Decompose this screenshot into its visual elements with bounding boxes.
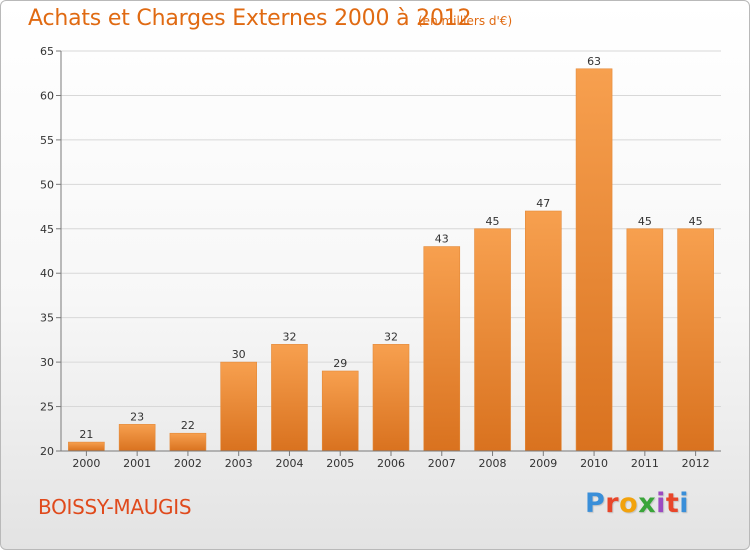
x-tick-label: 2000 xyxy=(72,457,100,470)
x-tick-label: 2004 xyxy=(275,457,303,470)
bar xyxy=(677,228,714,452)
brand-letter: x xyxy=(638,488,657,519)
data-label: 22 xyxy=(181,419,195,432)
bar xyxy=(474,228,511,452)
x-tick-label: 2001 xyxy=(123,457,151,470)
x-tick-label: 2003 xyxy=(225,457,253,470)
data-label: 32 xyxy=(282,330,296,343)
data-label: 43 xyxy=(435,233,449,246)
data-label: 23 xyxy=(130,410,144,423)
bar xyxy=(321,370,359,452)
x-tick-label: 2009 xyxy=(529,457,557,470)
y-tick-label: 45 xyxy=(40,223,54,236)
x-tick-label: 2005 xyxy=(326,457,354,470)
brand-letter: r xyxy=(605,488,620,519)
data-label: 30 xyxy=(232,348,246,361)
bar xyxy=(118,424,156,452)
x-tick-label: 2010 xyxy=(580,457,608,470)
bar xyxy=(372,344,410,452)
x-tick-label: 2012 xyxy=(682,457,710,470)
commune-name: BOISSY-MAUGIS xyxy=(38,495,192,519)
x-tick-label: 2011 xyxy=(631,457,659,470)
bar xyxy=(575,68,613,452)
brand-letter: P xyxy=(585,488,606,519)
chart-unit-note: (en milliers d'€) xyxy=(418,14,513,28)
data-label: 45 xyxy=(486,215,500,228)
x-tick-label: 2002 xyxy=(174,457,202,470)
bar xyxy=(220,361,257,452)
y-tick-label: 50 xyxy=(40,178,54,191)
y-tick-label: 20 xyxy=(40,445,54,458)
x-tick-label: 2008 xyxy=(479,457,507,470)
bar xyxy=(626,228,664,452)
chart-title: Achats et Charges Externes 2000 à 2012 xyxy=(28,6,472,31)
brand-letter: o xyxy=(619,488,639,519)
y-tick-label: 30 xyxy=(40,356,54,369)
y-tick-label: 55 xyxy=(40,134,54,147)
proxiti-logo: Proxiti xyxy=(585,488,689,519)
bar xyxy=(271,344,308,452)
y-tick-label: 40 xyxy=(40,267,54,280)
data-label: 32 xyxy=(384,330,398,343)
y-tick-label: 35 xyxy=(40,312,54,325)
data-label: 45 xyxy=(638,215,652,228)
bar xyxy=(68,441,105,452)
x-tick-label: 2006 xyxy=(377,457,405,470)
bar xyxy=(169,432,207,452)
brand-letter: i xyxy=(656,488,666,519)
data-label: 29 xyxy=(333,357,347,370)
bar xyxy=(525,210,562,452)
data-label: 45 xyxy=(689,215,703,228)
brand-letter: i xyxy=(679,488,690,519)
y-tick-label: 65 xyxy=(40,45,54,58)
y-tick-label: 25 xyxy=(40,401,54,414)
bar xyxy=(423,246,461,452)
data-label: 63 xyxy=(587,55,601,68)
brand-letter: t xyxy=(665,488,680,519)
data-label: 47 xyxy=(536,197,550,210)
y-tick-label: 60 xyxy=(40,89,54,102)
x-tick-label: 2007 xyxy=(428,457,456,470)
data-label: 21 xyxy=(79,428,93,441)
